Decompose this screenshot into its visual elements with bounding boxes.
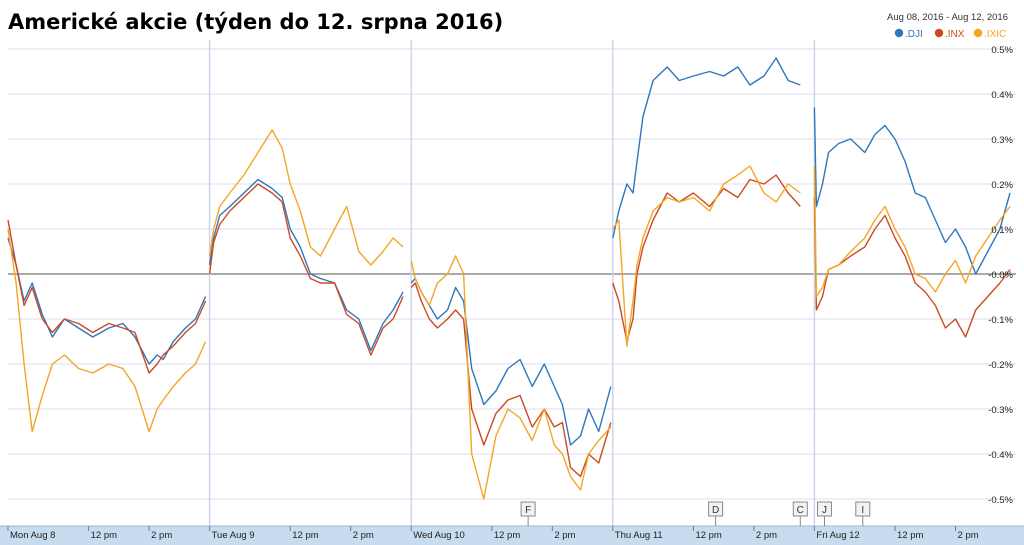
legend-marker <box>973 28 983 38</box>
flag-label: D <box>712 505 719 516</box>
series-line <box>612 174 801 343</box>
legend-marker <box>894 28 904 38</box>
event-flag: C <box>792 501 808 526</box>
flag-box <box>708 501 724 517</box>
x-tick-label: 2 pm <box>151 530 172 541</box>
flag-label: J <box>822 505 827 516</box>
y-tick-label: -0.4% <box>988 450 1013 461</box>
flag-box <box>855 501 871 517</box>
x-tick-label: 2 pm <box>554 530 575 541</box>
flag-label: F <box>525 505 531 516</box>
x-tick-label: Mon Aug 8 <box>10 530 55 541</box>
flag-box <box>520 501 536 517</box>
y-axis: 0.5% 0.4% 0.3% 0.2% 0.1% -0.0% -0.1% -0.2% -0.3%… <box>988 45 1013 506</box>
legend-label: .IXIC <box>984 29 1006 40</box>
x-tick-label: Thu Aug 11 <box>615 530 663 541</box>
event-flag: J <box>816 501 832 526</box>
x-axis: Mon Aug 8 12 pm 2 pm Tue Aug 9 12 pm 2 pm Wed … <box>0 525 1024 545</box>
x-tick-label: 12 pm <box>91 530 117 541</box>
x-tick-label: 12 pm <box>292 530 318 541</box>
x-tick-label: 2 pm <box>958 530 979 541</box>
flag-label: I <box>861 505 864 516</box>
series-line <box>208 183 404 356</box>
legend-item: .INX <box>934 28 965 40</box>
series-line <box>813 165 1011 298</box>
chart-title: Americké akcie (týden do 12. srpna 2016) <box>8 10 503 34</box>
day-separators <box>208 40 816 545</box>
y-tick-label: 0.3% <box>991 135 1013 146</box>
legend-item: .DJI <box>894 28 923 40</box>
flag-label: C <box>797 505 804 516</box>
series-line <box>208 178 404 352</box>
event-flag: D <box>708 501 724 526</box>
y-tick-label: 0.4% <box>991 90 1013 101</box>
y-tick-label: 0.5% <box>991 45 1013 56</box>
event-flag: I <box>855 501 871 526</box>
series-dji <box>7 57 1011 446</box>
x-tick-label: Tue Aug 9 <box>212 530 255 541</box>
series-line <box>410 282 612 478</box>
legend-label: .INX <box>945 29 965 40</box>
y-tick-label: -0.1% <box>988 315 1013 326</box>
x-tick-label: Wed Aug 10 <box>413 530 465 541</box>
series-line <box>612 165 801 347</box>
x-tick-label: 2 pm <box>353 530 374 541</box>
x-axis-bar <box>0 526 1024 545</box>
legend-label: .DJI <box>905 29 923 40</box>
series-lines <box>7 57 1011 500</box>
legend: .DJI .INX .IXIC <box>894 28 1006 40</box>
date-range: Aug 08, 2016 - Aug 12, 2016 <box>887 12 1008 23</box>
y-tick-label: -0.5% <box>988 495 1013 506</box>
series-line <box>410 277 612 446</box>
legend-marker <box>934 28 944 38</box>
y-tick-label: -0.0% <box>988 270 1013 281</box>
y-tick-label: -0.3% <box>988 405 1013 416</box>
x-tick-label: 2 pm <box>756 530 777 541</box>
x-tick-label: 12 pm <box>897 530 923 541</box>
series-ixic <box>7 129 1011 500</box>
x-tick-label: Fri Aug 12 <box>816 530 859 541</box>
series-line <box>612 57 801 239</box>
flag-box <box>816 501 832 517</box>
series-line <box>410 255 612 500</box>
x-tick-label: 12 pm <box>494 530 520 541</box>
y-tick-label: -0.2% <box>988 360 1013 371</box>
flag-box <box>792 501 808 517</box>
series-line <box>7 237 207 365</box>
series-line <box>7 219 207 374</box>
y-tick-label: 0.2% <box>991 180 1013 191</box>
x-tick-label: 12 pm <box>695 530 721 541</box>
event-flag: F <box>520 501 536 526</box>
y-tick-label: 0.1% <box>991 225 1013 236</box>
series-line <box>7 228 207 433</box>
gridlines <box>8 48 1016 500</box>
legend-item: .IXIC <box>973 28 1006 40</box>
series-line <box>208 129 404 266</box>
